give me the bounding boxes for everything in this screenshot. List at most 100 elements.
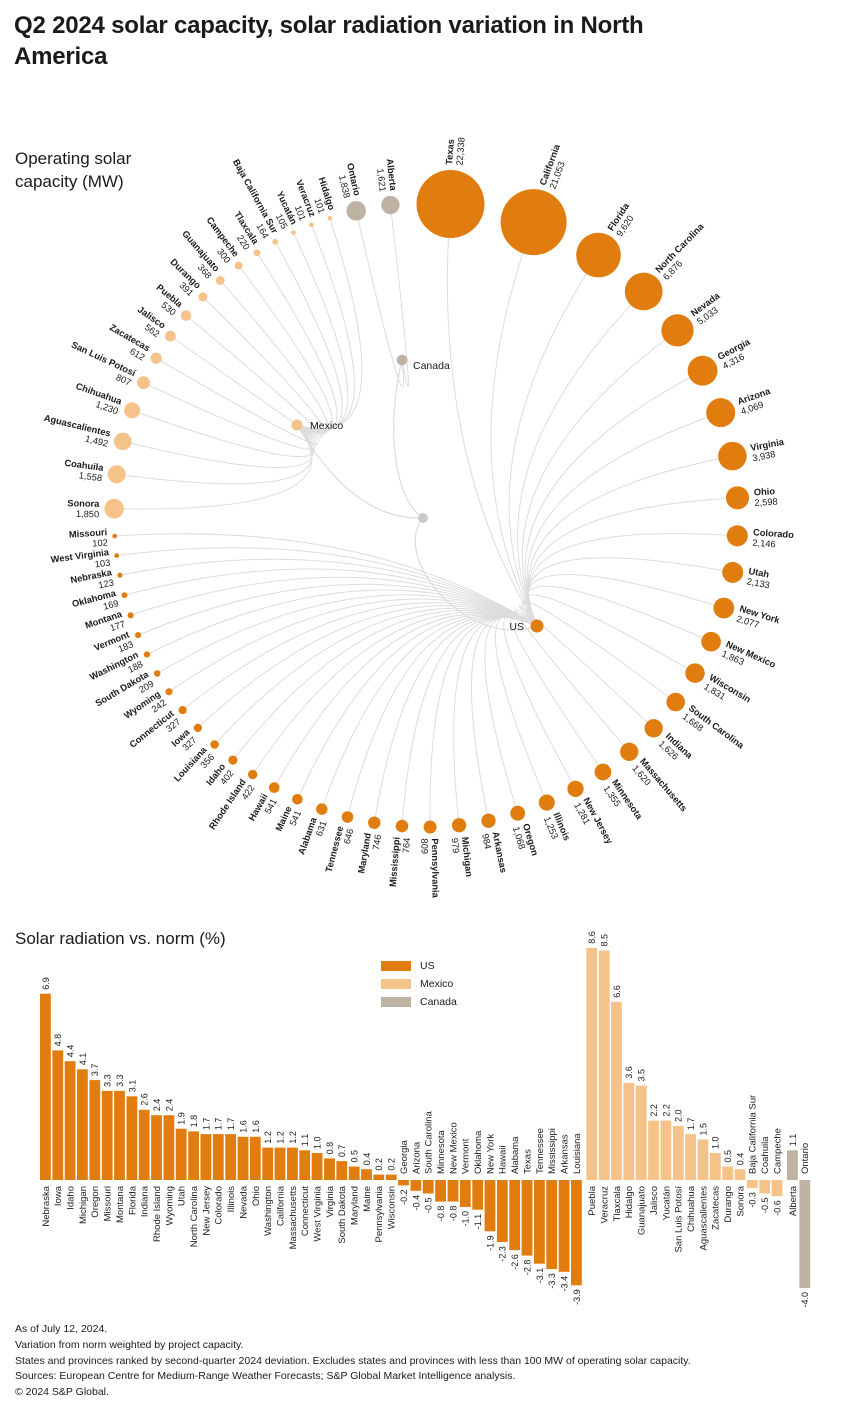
radiation-bar — [799, 1180, 811, 1288]
bar-value-text: 3.3 — [115, 1074, 125, 1087]
bar-value-label: -0.4 — [411, 1195, 421, 1211]
page-title: Q2 2024 solar capacity, solar radiation … — [14, 12, 644, 71]
capacity-bubble — [269, 782, 280, 793]
bar-category-text: South Carolina — [424, 1110, 435, 1174]
capacity-bubble — [165, 688, 173, 696]
edge-us — [470, 616, 538, 821]
bar-category-label: Connecticut — [300, 1186, 311, 1237]
bar-value-label: 1.2 — [288, 1131, 298, 1144]
edge-us — [296, 614, 538, 800]
edge-us — [508, 254, 599, 627]
bar-category-label: Tlaxcala — [612, 1185, 623, 1221]
capacity-bubble — [713, 597, 735, 619]
us-color-swatch — [381, 961, 411, 971]
capacity-bubble — [661, 314, 694, 347]
capacity-bubble — [624, 272, 663, 311]
bar-value-text: 1.7 — [201, 1118, 211, 1131]
bar-value-label: -3.1 — [535, 1268, 545, 1284]
bar-value-text: 3.3 — [103, 1074, 113, 1087]
capacity-bubble — [620, 742, 639, 761]
bar-value-text: -1.1 — [473, 1214, 483, 1230]
bar-category-text: Georgia — [399, 1139, 410, 1174]
bar-value-text: 6.6 — [612, 985, 622, 998]
bar-category-text: Alabama — [510, 1136, 521, 1174]
radiation-bar — [311, 1153, 323, 1180]
bar-category-label: Yucatán — [661, 1186, 672, 1220]
bar-category-text: Puebla — [587, 1185, 598, 1215]
radiation-bar — [262, 1147, 274, 1180]
bar-category-text: Guanajuato — [637, 1186, 648, 1235]
bar-category-label: Pennsylvania — [374, 1185, 385, 1242]
bar-value-label: -2.6 — [510, 1254, 520, 1270]
edge-us — [146, 589, 538, 655]
radiation-bar — [188, 1131, 199, 1180]
radiation-bar — [336, 1161, 348, 1180]
bar-value-text: 2.2 — [649, 1104, 659, 1117]
bar-category-label: Mississippi — [547, 1128, 558, 1174]
edge-us — [518, 605, 655, 729]
radiation-bar — [435, 1180, 446, 1202]
bar-category-text: Oklahoma — [473, 1130, 484, 1174]
mexico-hub-label: Mexico — [310, 420, 343, 432]
edge-us — [252, 611, 538, 775]
bar-category-label: North Carolina — [189, 1185, 200, 1247]
bar-value-label: -0.5 — [424, 1198, 434, 1214]
edge-us — [156, 594, 538, 674]
bar-category-text: Arizona — [411, 1141, 422, 1174]
bar-value-label: 1.5 — [698, 1123, 708, 1136]
capacity-bubble — [253, 249, 261, 257]
bar-category-label: Minnesota — [436, 1129, 447, 1174]
radiation-bar — [534, 1180, 545, 1264]
edge-mexico — [116, 424, 313, 485]
edge-mexico — [202, 296, 326, 436]
mexico-color-swatch — [381, 979, 411, 989]
edge-us — [490, 221, 538, 627]
radiation-bar — [361, 1169, 372, 1180]
capacity-node-value: 2,146 — [752, 538, 776, 550]
capacity-node-value: 102 — [92, 538, 108, 549]
edge-us — [524, 370, 703, 627]
capacity-bubble — [178, 705, 187, 715]
capacity-bubble — [346, 201, 366, 221]
bar-value-text: 1.7 — [686, 1118, 696, 1131]
bar-category-text: Wyoming — [164, 1186, 175, 1226]
bar-value-label: 0.4 — [362, 1153, 372, 1166]
bar-value-label: 8.5 — [600, 934, 610, 947]
capacity-bubble — [180, 310, 192, 321]
bar-value-label: 8.6 — [587, 931, 597, 944]
bar-category-text: Ohio — [251, 1186, 262, 1206]
bar-category-text: Arkansas — [560, 1134, 571, 1174]
bar-category-text: New Mexico — [448, 1122, 459, 1174]
capacity-node-value: 646 — [342, 828, 356, 846]
capacity-node-label: Mississippi 764 — [388, 837, 412, 888]
bar-value-label: 2.6 — [140, 1093, 150, 1106]
capacity-bubble — [510, 805, 526, 821]
bar-category-label: New Jersey — [201, 1186, 212, 1236]
bar-value-label: 1.2 — [263, 1131, 273, 1144]
bar-category-text: Wisconsin — [387, 1186, 398, 1229]
bar-value-text: 1.5 — [698, 1123, 708, 1136]
radiation-bar — [126, 1096, 138, 1180]
radiation-bar — [558, 1180, 570, 1272]
radiation-bar — [685, 1134, 696, 1180]
capacity-bubble — [500, 189, 567, 256]
radiation-bar — [586, 947, 598, 1180]
capacity-bubble — [112, 533, 117, 539]
capacity-node-value: 169 — [102, 598, 120, 612]
capacity-bubble — [292, 794, 303, 805]
capacity-bubble — [701, 631, 721, 652]
bar-value-text: 0.4 — [362, 1153, 372, 1166]
bar-category-label: Ohio — [251, 1186, 262, 1206]
bar-category-label: Wyoming — [164, 1186, 175, 1226]
bar-category-text: Sonora — [735, 1185, 746, 1216]
radiation-bar — [571, 1180, 582, 1286]
